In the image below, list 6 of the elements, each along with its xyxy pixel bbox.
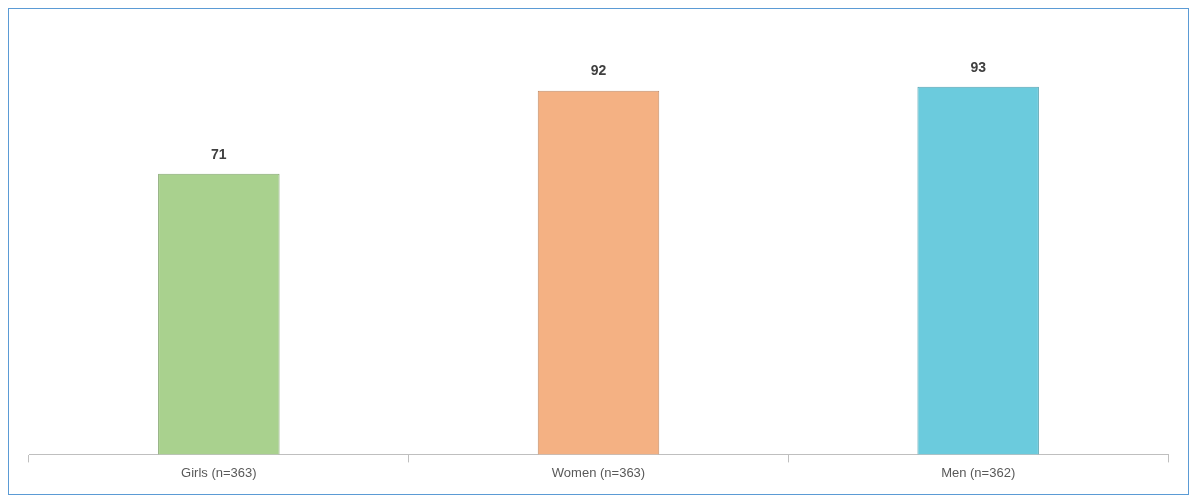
data-label: 92 (590, 62, 607, 79)
data-label: 93 (970, 58, 987, 75)
data-label: 71 (211, 145, 227, 162)
x-tick-label: Women (n=363) (551, 464, 646, 480)
x-tick-label: Men (n=362) (941, 464, 1016, 480)
x-tick-label: Girls (n=363) (181, 464, 257, 480)
